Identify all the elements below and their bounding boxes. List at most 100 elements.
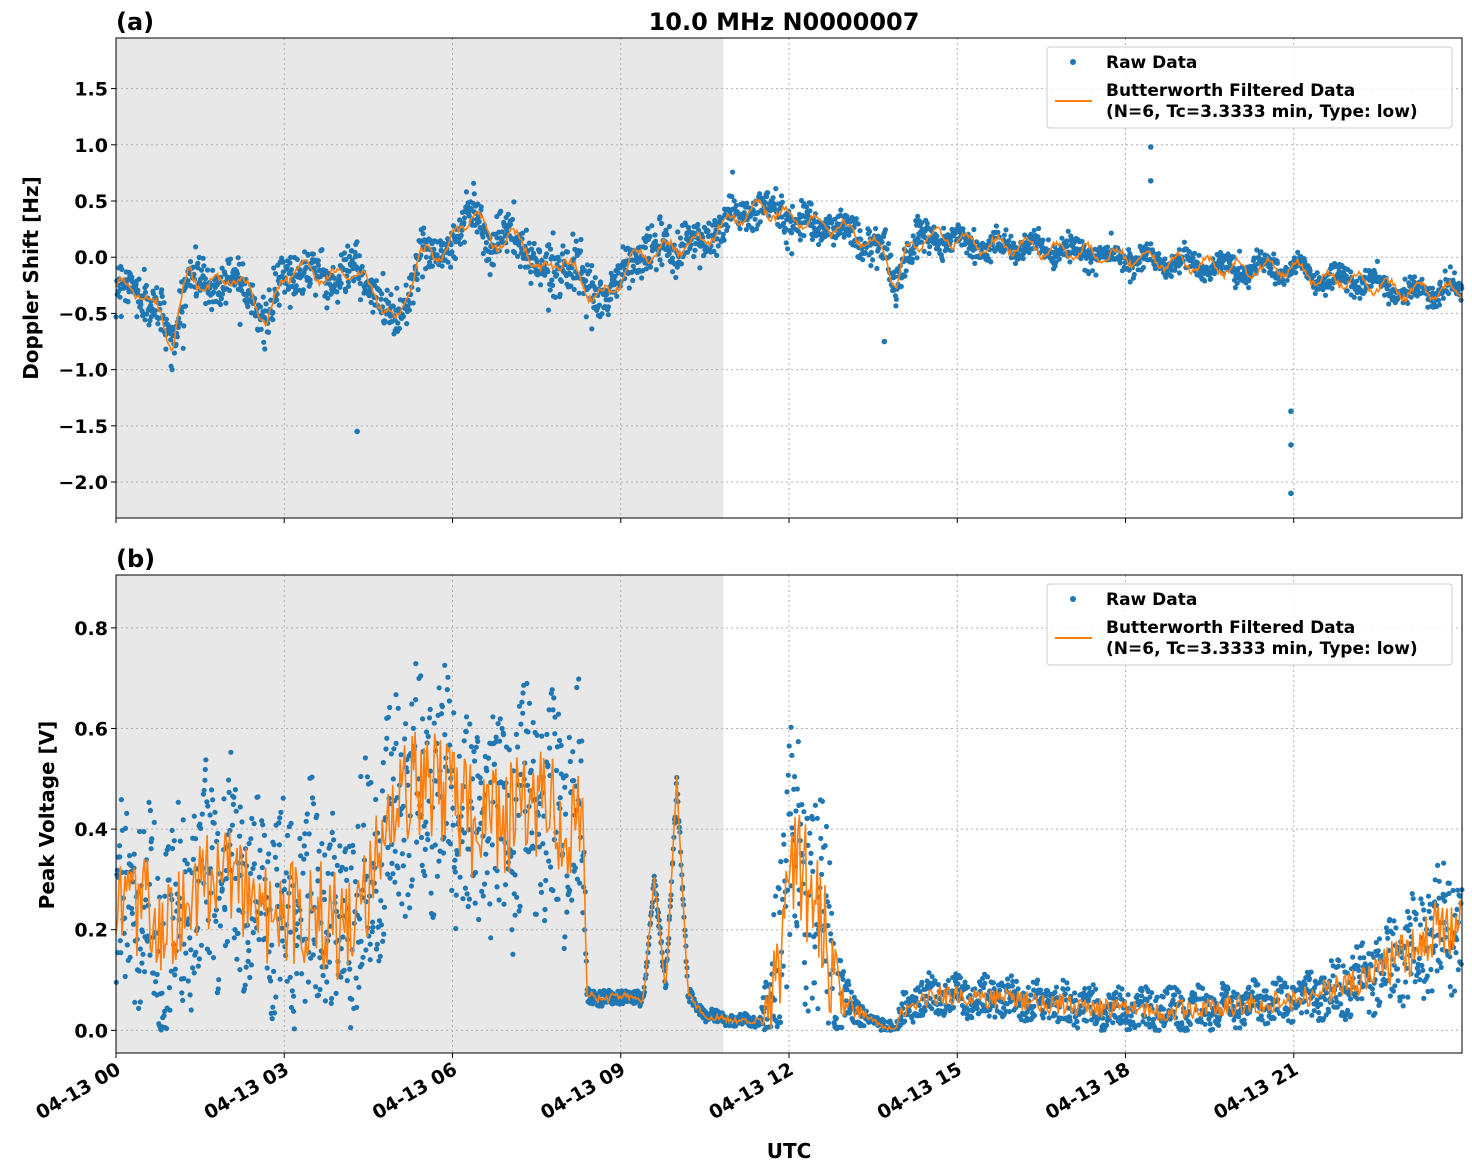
raw-data-point [506,212,511,217]
raw-data-point [334,289,339,294]
raw-data-point [452,858,457,863]
raw-data-point [304,265,309,270]
raw-data-point [445,675,450,680]
raw-data-point [1169,274,1174,279]
raw-data-point [424,255,429,260]
raw-data-point [246,948,251,953]
raw-data-point [765,190,770,195]
raw-data-point [792,774,797,779]
raw-data-outlier [1148,144,1154,150]
raw-data-point [1293,270,1298,275]
raw-data-point [159,991,164,996]
raw-data-point [483,852,488,857]
raw-data-point [271,842,276,847]
raw-data-point [317,955,322,960]
raw-data-point [934,234,939,239]
raw-data-point [794,923,799,928]
raw-data-point [484,240,489,245]
raw-data-point [143,897,148,902]
raw-data-point [576,676,581,681]
raw-data-point [958,975,963,980]
raw-data-point [960,226,965,231]
raw-data-point [779,193,784,198]
raw-data-point [219,296,224,301]
raw-data-point [893,303,898,308]
raw-data-point [498,209,503,214]
raw-data-point [297,836,302,841]
raw-data-point [809,201,814,206]
raw-data-point [370,925,375,930]
raw-data-point [211,955,216,960]
raw-data-point [492,762,497,767]
raw-data-point [520,690,525,695]
raw-data-point [429,891,434,896]
raw-data-point [463,886,468,891]
raw-data-point [1006,238,1011,243]
raw-data-point [518,722,523,727]
raw-data-outlier [1288,442,1294,448]
raw-data-point [457,875,462,880]
raw-data-point [485,870,490,875]
raw-data-point [1109,231,1114,236]
raw-data-point [559,279,564,284]
raw-data-point [1202,278,1207,283]
raw-data-point [955,981,960,986]
raw-data-point [337,843,342,848]
raw-data-point [428,707,433,712]
raw-data-point [235,931,240,936]
raw-data-point [270,1005,275,1010]
raw-data-point [391,776,396,781]
raw-data-point [167,985,172,990]
raw-data-point [374,946,379,951]
raw-data-point [193,244,198,249]
raw-data-point [1210,1027,1215,1032]
raw-data-point [247,975,252,980]
raw-data-point [282,879,287,884]
raw-data-point [132,852,137,857]
raw-data-point [416,287,421,292]
raw-data-outlier [1148,178,1154,184]
raw-data-point [202,788,207,793]
raw-data-point [787,743,792,748]
raw-data-point [532,241,537,246]
raw-data-point [546,308,551,313]
raw-data-point [117,854,122,859]
raw-data-point [789,753,794,758]
raw-data-outlier [882,339,888,345]
raw-data-point [282,887,287,892]
raw-data-point [465,891,470,896]
raw-data-point [141,829,146,834]
raw-data-point [512,872,517,877]
raw-data-point [874,266,879,271]
raw-data-point [1279,989,1284,994]
raw-data-point [757,191,762,196]
raw-data-point [585,262,590,267]
raw-data-point [245,304,250,309]
raw-data-point [1084,1018,1089,1023]
raw-data-point [1208,276,1213,281]
raw-data-point [942,1010,947,1015]
raw-data-point [1226,986,1231,991]
raw-data-point [255,794,260,799]
raw-data-point [235,271,240,276]
raw-data-point [558,292,563,297]
raw-data-point [510,952,515,957]
raw-data-point [185,861,190,866]
raw-data-point [544,251,549,256]
raw-data-point [324,290,329,295]
raw-data-point [167,877,172,882]
raw-data-point [407,308,412,313]
raw-data-point [823,843,828,848]
raw-data-point [360,264,365,269]
raw-data-point [643,245,648,250]
raw-data-point [773,186,778,191]
raw-data-point [1162,256,1167,261]
raw-data-point [531,720,536,725]
raw-data-point [1284,984,1289,989]
raw-data-point [985,974,990,979]
raw-data-point [421,225,426,230]
raw-data-point [587,268,592,273]
raw-data-point [181,323,186,328]
raw-data-point [170,828,175,833]
raw-data-point [288,930,293,935]
